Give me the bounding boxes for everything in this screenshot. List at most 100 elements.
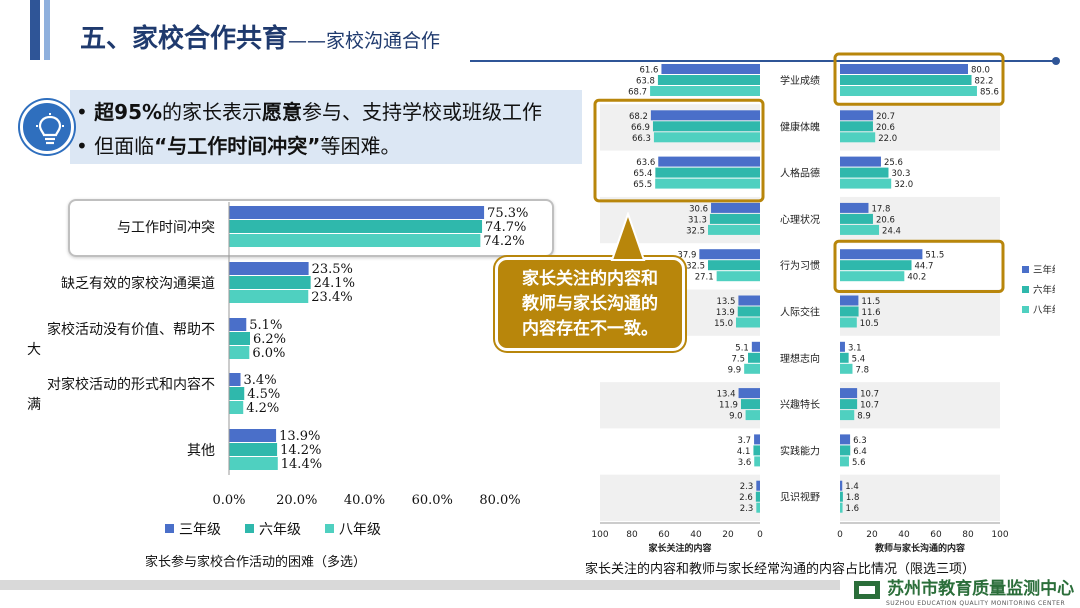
left-bar-八年级: [744, 363, 760, 374]
right-x-tick: 40: [898, 530, 910, 540]
left-bar-三年级: [754, 434, 760, 445]
left-data-label: 65.5: [633, 180, 652, 190]
data-label: 23.5%: [312, 262, 353, 277]
right-data-label: 11.6: [862, 308, 881, 318]
left-bar-三年级: [711, 202, 760, 213]
legend-swatch: [325, 524, 334, 533]
category-label: 行为习惯: [780, 259, 820, 272]
right-data-label: 6.3: [853, 436, 867, 446]
legend-label: 三年级: [1033, 264, 1055, 276]
left-bar-三年级: [738, 295, 760, 306]
right-data-label: 10.5: [860, 319, 879, 329]
left-data-label: 30.6: [689, 204, 708, 214]
right-bar-八年级: [840, 363, 853, 374]
left-data-label: 66.9: [631, 123, 650, 133]
left-chart-caption: 家长参与家校合作活动的困难（多选）: [145, 555, 367, 570]
left-data-label: 32.5: [686, 226, 705, 236]
data-label: 6.0%: [252, 346, 285, 361]
org-logo: 苏州市教育质量监测中心 SUZHOU EDUCATION QUALITY MON…: [852, 574, 1074, 607]
finding-highlight-willing: 愿意: [262, 100, 303, 124]
right-bar-六年级: [840, 213, 873, 224]
left-data-label: 31.3: [688, 215, 707, 225]
left-bar-八年级: [756, 502, 760, 513]
callout-line-3: 内容存在不一致。: [522, 319, 658, 339]
right-data-label: 1.8: [846, 493, 860, 503]
row-band: [840, 474, 1000, 521]
right-bar-六年级: [840, 399, 858, 410]
right-data-label: 85.6: [980, 88, 999, 98]
left-data-label: 4.1: [737, 447, 751, 457]
right-data-label: 20.6: [876, 123, 895, 133]
left-bar-八年级: [655, 178, 760, 189]
category-label: 学业成绩: [780, 74, 820, 87]
org-logo-text: 苏州市教育质量监测中心: [887, 579, 1075, 599]
data-label: 75.3%: [487, 206, 528, 221]
left-bar-六年级: [709, 213, 760, 224]
right-data-label: 8.9: [857, 412, 871, 422]
legend-swatch: [165, 524, 174, 533]
legend-swatch: [1022, 266, 1029, 273]
x-tick-label: 80.0%: [479, 493, 520, 508]
left-data-label: 66.3: [632, 134, 651, 144]
x-tick-label: 20.0%: [276, 493, 317, 508]
right-bar-三年级: [840, 156, 881, 167]
left-data-label: 3.7: [738, 436, 752, 446]
right-bar-八年级: [840, 271, 905, 282]
left-bar-三年级: [751, 341, 760, 352]
bar-三年级: [229, 373, 241, 386]
right-bar-六年级: [840, 167, 889, 178]
category-label: 对家校活动的形式和内容不: [47, 376, 215, 393]
right-data-label: 5.4: [852, 354, 866, 364]
category-label: 与工作时间冲突: [117, 220, 215, 236]
data-label: 74.2%: [483, 234, 524, 249]
data-label: 24.1%: [314, 276, 355, 291]
bar-六年级: [229, 443, 278, 456]
category-label: 心理状况: [780, 213, 820, 226]
legend-label: 八年级: [1033, 304, 1055, 316]
key-finding-box: • 超95%的家长表示愿意参与、支持学校或班级工作 • 但面临“与工作时间冲突”…: [70, 90, 582, 164]
left-data-label: 11.9: [719, 401, 738, 411]
finding-highlight-percent: 超95%: [94, 100, 163, 124]
right-data-label: 17.8: [871, 204, 890, 214]
highlight-frame-time-conflict: [68, 199, 554, 257]
finding-text: 等困难。: [320, 134, 401, 158]
left-data-label: 63.8: [636, 77, 655, 87]
page-title-main: 五、家校合作共育: [80, 24, 289, 54]
right-bar-六年级: [840, 352, 849, 363]
category-label: 见识视野: [780, 491, 820, 504]
category-label: 缺乏有效的家校沟通渠道: [61, 275, 215, 292]
right-bar-六年级: [840, 75, 972, 85]
right-data-label: 20.7: [876, 112, 895, 122]
left-bar-八年级: [716, 271, 760, 282]
left-bar-三年级: [650, 110, 760, 121]
callout-pointer: [610, 212, 646, 261]
legend-swatch: [1022, 286, 1029, 293]
data-label: 23.4%: [311, 290, 352, 305]
title-divider: [470, 60, 1056, 62]
left-bar-三年级: [738, 388, 760, 399]
right-data-label: 80.0: [971, 66, 990, 76]
highlight-frame-behavior: [833, 239, 1005, 293]
category-label: 人际交往: [780, 306, 820, 319]
legend-label: 六年级: [259, 522, 301, 538]
category-label: 满: [27, 397, 41, 413]
data-label: 13.9%: [279, 429, 320, 444]
org-logo-subtext: SUZHOU EDUCATION QUALITY MONITORING CENT…: [886, 599, 1066, 607]
legend-label: 六年级: [1033, 284, 1055, 296]
right-bar-三年级: [840, 388, 858, 399]
left-data-label: 2.6: [739, 493, 753, 503]
bar-八年级: [229, 346, 250, 359]
right-bar-八年级: [840, 410, 855, 421]
title-accent-bar: [30, 0, 40, 60]
bar-八年级: [229, 401, 244, 414]
right-bar-八年级: [840, 86, 977, 96]
category-label: 理想志向: [780, 352, 820, 365]
right-x-tick: 80: [962, 530, 974, 540]
left-data-label: 68.2: [629, 112, 648, 122]
left-x-tick: 0: [757, 530, 763, 540]
data-label: 14.4%: [281, 457, 322, 472]
right-chart-caption: 家长关注的内容和教师与家长经常沟通的内容占比情况（限选三项）: [585, 562, 976, 577]
legend-swatch: [1022, 306, 1029, 313]
finding-text: 参与、支持学校或班级工作: [302, 100, 543, 124]
right-data-label: 6.4: [853, 447, 867, 457]
